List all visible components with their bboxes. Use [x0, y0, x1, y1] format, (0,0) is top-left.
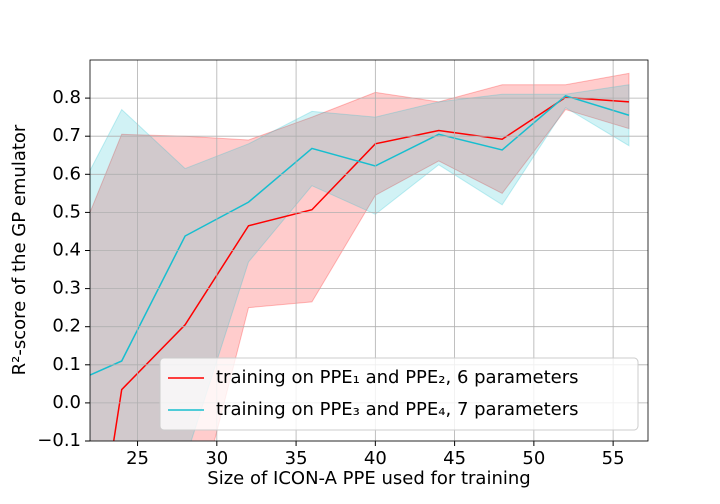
y-tick-label: 0.6: [52, 163, 81, 184]
y-tick-label: 0.4: [52, 240, 81, 261]
x-tick-label: 25: [126, 448, 149, 469]
y-axis-label: R²-score of the GP emulator: [9, 124, 30, 375]
x-tick-label: 35: [285, 448, 308, 469]
legend-box: [159, 357, 639, 431]
y-tick-label: 0.0: [52, 392, 81, 413]
y-tick-label: 0.3: [52, 278, 81, 299]
y-tick-label: −0.1: [37, 430, 81, 451]
x-tick-label: 55: [602, 448, 625, 469]
plot-frame: [89, 59, 649, 442]
x-tick-label: 50: [522, 448, 545, 469]
y-tick-label: 0.8: [52, 87, 81, 108]
y-tick-label: 0.5: [52, 201, 81, 222]
y-tick-label: 0.1: [52, 354, 81, 375]
y-tick-label: 0.7: [52, 125, 81, 146]
legend-label: training on PPE₃ and PPE₄, 7 parameters: [216, 399, 579, 420]
confidence-band: [90, 72, 630, 441]
x-tick-label: 30: [205, 448, 228, 469]
legend-label: training on PPE₁ and PPE₂, 6 parameters: [216, 367, 579, 388]
x-tick-label: 40: [364, 448, 387, 469]
x-axis-label: Size of ICON-A PPE used for training: [207, 468, 530, 489]
x-tick-label: 45: [443, 448, 466, 469]
y-tick-label: 0.2: [52, 316, 81, 337]
